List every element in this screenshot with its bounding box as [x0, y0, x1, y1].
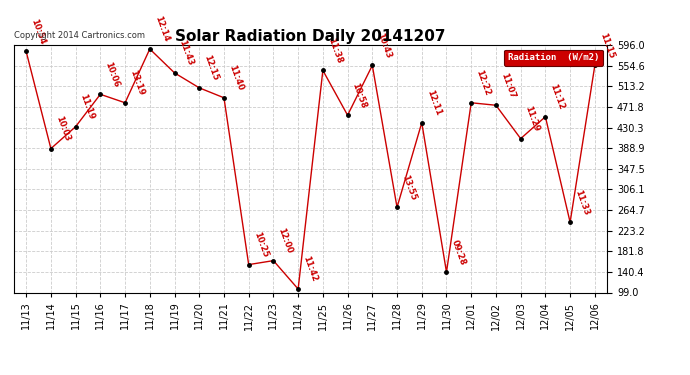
Text: 11:40: 11:40 [227, 64, 244, 92]
Text: 12:14: 12:14 [152, 15, 170, 43]
Legend: Radiation  (W/m2): Radiation (W/m2) [504, 50, 602, 66]
Title: Solar Radiation Daily 20141207: Solar Radiation Daily 20141207 [175, 29, 446, 44]
Text: 10:43: 10:43 [375, 32, 393, 60]
Text: 10:54: 10:54 [29, 17, 47, 45]
Text: 11:43: 11:43 [177, 39, 195, 67]
Text: 12:22: 12:22 [474, 69, 492, 97]
Text: 13:55: 13:55 [400, 173, 417, 201]
Text: 11:38: 11:38 [326, 36, 344, 64]
Text: 12:00: 12:00 [277, 226, 294, 255]
Text: 10:06: 10:06 [104, 60, 121, 88]
Text: 13:19: 13:19 [128, 69, 146, 97]
Text: 09:28: 09:28 [449, 238, 467, 266]
Text: 11:29: 11:29 [524, 104, 541, 133]
Text: 11:33: 11:33 [573, 188, 591, 216]
Text: 10:03: 10:03 [54, 115, 71, 142]
Text: 10:58: 10:58 [351, 81, 368, 109]
Text: Copyright 2014 Cartronics.com: Copyright 2014 Cartronics.com [14, 31, 145, 40]
Text: 12:11: 12:11 [425, 88, 442, 117]
Text: 11:42: 11:42 [301, 255, 319, 283]
Text: 11:07: 11:07 [499, 71, 517, 99]
Text: 10:25: 10:25 [252, 230, 269, 259]
Text: 11:12: 11:12 [549, 82, 566, 111]
Text: 12:15: 12:15 [202, 54, 220, 82]
Text: 11:15: 11:15 [598, 31, 615, 60]
Text: 11:19: 11:19 [79, 93, 96, 121]
